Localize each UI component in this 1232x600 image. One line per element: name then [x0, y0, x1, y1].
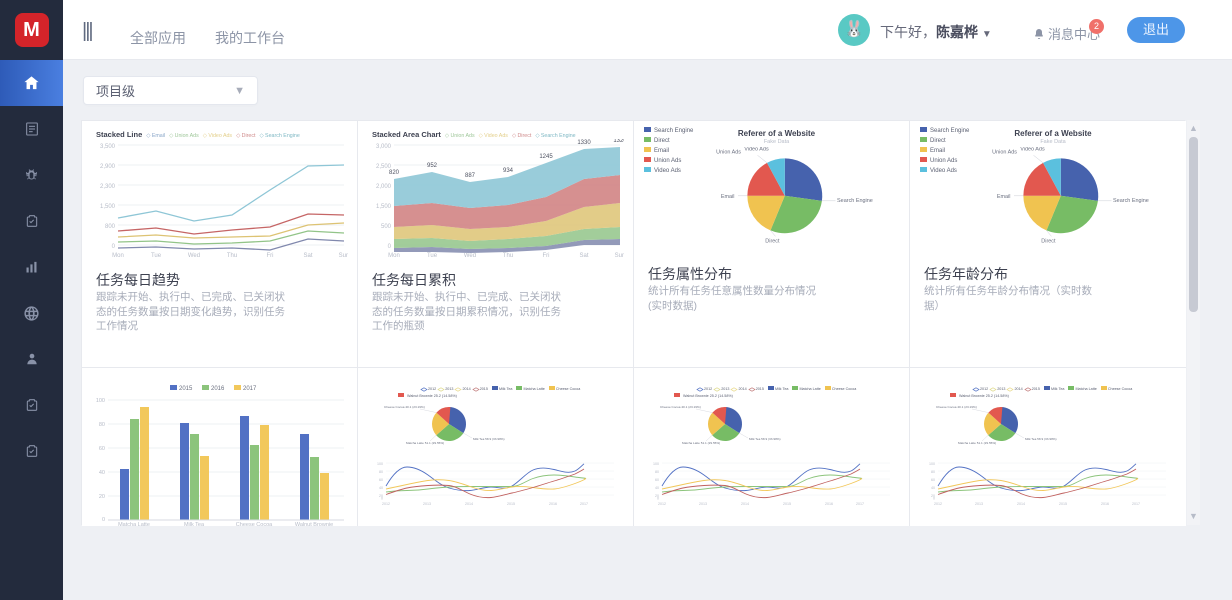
- svg-text:2017: 2017: [856, 502, 864, 506]
- svg-text:Direct: Direct: [1041, 239, 1056, 245]
- svg-text:Cheese Cocoa: Cheese Cocoa: [236, 522, 273, 526]
- svg-text:2013: 2013: [699, 502, 707, 506]
- svg-text:Mon: Mon: [388, 253, 400, 259]
- svg-text:0: 0: [112, 244, 116, 250]
- svg-text:0: 0: [657, 497, 659, 501]
- svg-text:2012: 2012: [934, 502, 942, 506]
- svg-text:Sat: Sat: [579, 253, 588, 259]
- svg-text:1245: 1245: [539, 154, 553, 160]
- svg-text:Milk Tea: Milk Tea: [184, 522, 205, 526]
- svg-text:Wed: Wed: [188, 253, 200, 259]
- svg-text:Matcha Latte 51.1 (29.55%): Matcha Latte 51.1 (29.55%): [682, 441, 720, 445]
- svg-text:Email: Email: [721, 194, 735, 200]
- svg-text:Union Ads: Union Ads: [716, 150, 741, 156]
- svg-text:887: 887: [465, 173, 476, 179]
- svg-text:1330: 1330: [577, 140, 591, 146]
- svg-text:2014: 2014: [741, 502, 749, 506]
- svg-text:40: 40: [655, 486, 659, 490]
- svg-text:Matcha Latte 51.1 (29.55%): Matcha Latte 51.1 (29.55%): [406, 441, 444, 445]
- svg-text:2016: 2016: [549, 502, 557, 506]
- svg-text:2014: 2014: [465, 502, 473, 506]
- svg-text:60: 60: [99, 446, 105, 452]
- svg-text:Milk Tea 58.9 (33.98%): Milk Tea 58.9 (33.98%): [1025, 437, 1057, 441]
- svg-text:2012: 2012: [382, 502, 390, 506]
- svg-text:Tue: Tue: [427, 253, 438, 259]
- svg-text:40: 40: [99, 470, 105, 476]
- svg-text:2016: 2016: [1101, 502, 1109, 506]
- svg-text:Union Ads: Union Ads: [992, 150, 1017, 156]
- svg-text:80: 80: [655, 470, 659, 474]
- svg-text:0: 0: [933, 497, 935, 501]
- svg-text:Email: Email: [997, 194, 1011, 200]
- svg-text:0: 0: [381, 497, 383, 501]
- svg-text:1,500: 1,500: [100, 204, 116, 210]
- svg-text:Sun: Sun: [615, 253, 624, 259]
- svg-text:0: 0: [388, 244, 392, 250]
- svg-text:Video Ads: Video Ads: [744, 147, 769, 153]
- svg-text:Sun: Sun: [339, 253, 348, 259]
- svg-text:934: 934: [503, 168, 514, 174]
- svg-text:20: 20: [99, 494, 105, 500]
- svg-text:Thu: Thu: [227, 253, 237, 259]
- svg-text:2012: 2012: [658, 502, 666, 506]
- svg-text:Direct: Direct: [765, 239, 780, 245]
- svg-text:100: 100: [653, 462, 659, 466]
- svg-text:80: 80: [379, 470, 383, 474]
- svg-text:100: 100: [929, 462, 935, 466]
- svg-text:Mon: Mon: [112, 253, 124, 259]
- svg-text:60: 60: [379, 478, 383, 482]
- svg-text:Sat: Sat: [303, 253, 312, 259]
- svg-text:2017: 2017: [243, 386, 257, 392]
- svg-text:Cheese Cocoa 40.1 (23.19%): Cheese Cocoa 40.1 (23.19%): [660, 405, 701, 409]
- svg-text:2,000: 2,000: [376, 184, 392, 190]
- svg-text:Milk Tea 58.9 (33.98%): Milk Tea 58.9 (33.98%): [749, 437, 781, 441]
- svg-text:800: 800: [105, 224, 116, 230]
- svg-text:100: 100: [96, 398, 105, 404]
- svg-text:500: 500: [381, 224, 392, 230]
- svg-text:2,300: 2,300: [100, 184, 116, 190]
- svg-text:2016: 2016: [211, 386, 225, 392]
- svg-text:80: 80: [99, 422, 105, 428]
- svg-text:2013: 2013: [423, 502, 431, 506]
- svg-text:2015: 2015: [783, 502, 791, 506]
- svg-text:60: 60: [655, 478, 659, 482]
- svg-text:Fri: Fri: [543, 253, 550, 259]
- svg-text:Fri: Fri: [267, 253, 274, 259]
- svg-text:2015: 2015: [507, 502, 515, 506]
- svg-text:0: 0: [102, 517, 105, 523]
- svg-text:2015: 2015: [1059, 502, 1067, 506]
- svg-text:2017: 2017: [580, 502, 588, 506]
- svg-text:80: 80: [931, 470, 935, 474]
- svg-text:Search Engine: Search Engine: [1113, 198, 1149, 204]
- svg-text:Walnut Brownie: Walnut Brownie: [295, 522, 333, 526]
- svg-text:952: 952: [427, 163, 438, 169]
- svg-text:40: 40: [379, 486, 383, 490]
- svg-text:3,000: 3,000: [376, 144, 392, 150]
- svg-text:3,500: 3,500: [100, 144, 116, 150]
- svg-text:Thu: Thu: [503, 253, 513, 259]
- svg-text:60: 60: [931, 478, 935, 482]
- svg-text:1,500: 1,500: [376, 204, 392, 210]
- svg-text:820: 820: [389, 170, 400, 176]
- svg-text:Video Ads: Video Ads: [1020, 147, 1045, 153]
- svg-text:100: 100: [377, 462, 383, 466]
- svg-text:Tue: Tue: [151, 253, 162, 259]
- svg-text:40: 40: [931, 486, 935, 490]
- svg-text:Cheese Cocoa 40.1 (23.19%): Cheese Cocoa 40.1 (23.19%): [384, 405, 425, 409]
- svg-text:Cheese Cocoa 40.1 (23.19%): Cheese Cocoa 40.1 (23.19%): [936, 405, 977, 409]
- svg-text:2017: 2017: [1132, 502, 1140, 506]
- svg-text:2013: 2013: [975, 502, 983, 506]
- svg-text:Search Engine: Search Engine: [837, 198, 873, 204]
- svg-text:Matcha Latte: Matcha Latte: [118, 522, 150, 526]
- svg-text:2015: 2015: [179, 386, 193, 392]
- svg-text:2016: 2016: [825, 502, 833, 506]
- svg-text:Wed: Wed: [464, 253, 476, 259]
- svg-text:Milk Tea 58.9 (33.98%): Milk Tea 58.9 (33.98%): [473, 437, 505, 441]
- svg-text:2,900: 2,900: [100, 164, 116, 170]
- svg-text:2014: 2014: [1017, 502, 1025, 506]
- svg-text:Matcha Latte 51.1 (29.55%): Matcha Latte 51.1 (29.55%): [958, 441, 996, 445]
